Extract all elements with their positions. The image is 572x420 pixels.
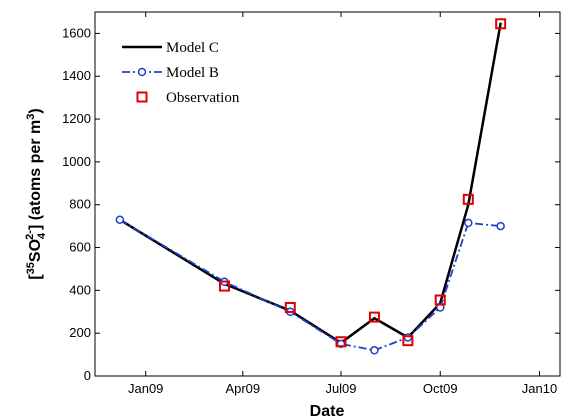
x-axis-title: Date <box>310 403 345 420</box>
data-point-observation <box>368 311 380 323</box>
data-point-model-b <box>464 218 473 228</box>
y-axis-title-part: 2- <box>24 230 36 240</box>
x-tick-label: Jul09 <box>325 381 356 396</box>
data-point-observation <box>284 301 296 313</box>
y-axis-title-part: ] (atoms per m <box>27 120 44 230</box>
y-axis-title: [35SO42-] (atoms per m3) <box>24 108 48 279</box>
data-point-observation <box>495 18 507 30</box>
y-tick-label: 200 <box>69 325 91 340</box>
y-tick-label: 800 <box>69 197 91 212</box>
series-markers <box>115 18 507 355</box>
y-axis-title-part: SO <box>27 239 44 262</box>
data-point-model-b <box>115 215 125 224</box>
y-tick-label: 1600 <box>62 25 91 40</box>
y-axis-title-part: 4 <box>36 232 48 239</box>
legend-label-model-c: Model C <box>166 40 219 56</box>
data-point-model-b <box>496 221 505 231</box>
y-axis: 0 200 400 600 800 1000 1200 1400 1600 <box>62 25 560 383</box>
legend-marker-observation <box>136 91 148 103</box>
data-point-observation <box>462 193 474 205</box>
y-tick-label: 1400 <box>62 68 91 83</box>
x-tick-label: Jan10 <box>522 381 557 396</box>
legend: Model C Model B Observation <box>122 40 240 106</box>
x-tick-label: Apr09 <box>225 381 260 396</box>
data-point-observation <box>434 294 446 306</box>
data-point-observation <box>335 336 347 348</box>
y-tick-label: 1000 <box>62 154 91 169</box>
y-tick-label: 600 <box>69 240 91 255</box>
series-line-model-c <box>119 22 502 345</box>
legend-label-observation: Observation <box>166 90 240 106</box>
y-axis-title-part: [ <box>27 274 44 280</box>
plot-area <box>94 11 561 377</box>
y-axis-title-part: 3 <box>25 114 37 120</box>
legend-label-model-b: Model B <box>166 65 219 81</box>
data-point-model-b <box>403 333 413 342</box>
data-point-observation <box>402 335 414 347</box>
y-tick-label: 400 <box>69 282 91 297</box>
y-axis-title-part: 35 <box>25 262 37 274</box>
data-point-observation <box>218 280 230 292</box>
y-tick-label: 1200 <box>62 111 91 126</box>
x-axis: Jan09 Apr09 Jul09 Oct09 Jan10 <box>128 12 557 396</box>
y-axis-title-part: ) <box>27 108 44 113</box>
data-point-model-b <box>370 346 379 355</box>
legend-marker-model-b <box>137 67 147 77</box>
y-tick-label: 0 <box>84 368 91 383</box>
x-tick-label: Oct09 <box>423 381 458 396</box>
x-tick-label: Jan09 <box>128 381 163 396</box>
